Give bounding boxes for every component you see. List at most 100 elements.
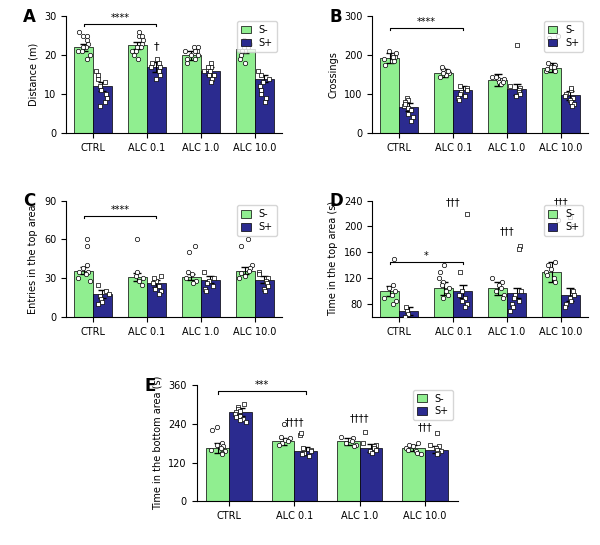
Point bbox=[433, 450, 442, 459]
Bar bbox=[453, 90, 472, 133]
Point bbox=[514, 86, 524, 94]
Point bbox=[83, 235, 92, 244]
Point bbox=[186, 51, 196, 59]
Y-axis label: Distance (m): Distance (m) bbox=[28, 43, 38, 106]
Point bbox=[190, 54, 200, 63]
Bar bbox=[128, 45, 147, 133]
Point bbox=[389, 57, 398, 65]
Point bbox=[192, 47, 202, 56]
Point bbox=[156, 271, 166, 280]
Point bbox=[243, 235, 253, 244]
Point bbox=[274, 440, 283, 449]
Point bbox=[283, 437, 293, 446]
Text: ****: **** bbox=[110, 205, 130, 215]
Text: †††: ††† bbox=[446, 197, 460, 207]
Point bbox=[384, 283, 394, 292]
Bar bbox=[434, 288, 453, 356]
Point bbox=[438, 293, 448, 302]
Point bbox=[154, 66, 164, 75]
Point bbox=[404, 104, 413, 112]
Text: †††: ††† bbox=[500, 226, 514, 236]
Point bbox=[202, 287, 211, 295]
Bar bbox=[147, 283, 166, 317]
Point bbox=[550, 277, 560, 286]
Point bbox=[438, 64, 448, 73]
Point bbox=[568, 287, 578, 295]
Point bbox=[134, 32, 144, 40]
Point bbox=[100, 78, 110, 87]
Point bbox=[388, 300, 398, 308]
Point bbox=[434, 449, 443, 457]
Point bbox=[358, 439, 368, 447]
Point bbox=[458, 287, 467, 295]
Point bbox=[207, 74, 217, 83]
Bar bbox=[236, 50, 255, 133]
Point bbox=[416, 450, 426, 459]
Point bbox=[400, 98, 409, 106]
Point bbox=[277, 439, 287, 447]
Point bbox=[498, 293, 508, 302]
Point bbox=[94, 70, 103, 79]
Point bbox=[544, 33, 554, 42]
Point bbox=[235, 411, 245, 420]
Point bbox=[371, 445, 380, 454]
Point bbox=[221, 447, 230, 456]
Point bbox=[216, 444, 226, 452]
Point bbox=[509, 293, 518, 302]
Point bbox=[434, 442, 444, 451]
Point bbox=[553, 216, 563, 225]
Point bbox=[425, 440, 435, 449]
Point bbox=[542, 64, 552, 73]
Point bbox=[347, 437, 357, 446]
Point bbox=[137, 32, 146, 40]
Point bbox=[380, 293, 389, 302]
Point bbox=[83, 268, 93, 276]
Point bbox=[389, 281, 398, 289]
Point bbox=[193, 51, 202, 59]
Point bbox=[566, 86, 576, 94]
Text: B: B bbox=[329, 8, 342, 26]
Point bbox=[263, 282, 272, 290]
Point bbox=[560, 303, 570, 312]
Point bbox=[369, 442, 379, 451]
Point bbox=[496, 80, 506, 89]
Point bbox=[441, 70, 451, 79]
Text: †††: ††† bbox=[554, 197, 568, 207]
Point bbox=[296, 429, 306, 438]
Point bbox=[85, 276, 95, 285]
Point bbox=[307, 445, 316, 454]
Point bbox=[232, 413, 241, 421]
Point bbox=[549, 274, 559, 283]
Point bbox=[131, 47, 140, 56]
Point bbox=[507, 300, 517, 308]
Point bbox=[434, 274, 443, 283]
Point bbox=[399, 101, 409, 110]
Point bbox=[96, 86, 106, 94]
Point bbox=[568, 94, 577, 102]
Point bbox=[443, 66, 453, 75]
Point bbox=[95, 101, 105, 110]
Bar bbox=[128, 277, 147, 317]
Point bbox=[505, 82, 515, 90]
Point bbox=[239, 43, 248, 52]
Point bbox=[138, 35, 148, 44]
Point bbox=[406, 105, 416, 114]
Bar bbox=[507, 89, 526, 133]
Bar bbox=[380, 291, 399, 356]
Point bbox=[148, 279, 158, 288]
Y-axis label: Time in the top area (s): Time in the top area (s) bbox=[329, 201, 338, 317]
Point bbox=[408, 113, 418, 122]
Point bbox=[73, 47, 83, 56]
Point bbox=[453, 94, 463, 102]
Bar bbox=[399, 107, 418, 133]
Point bbox=[568, 222, 577, 231]
Bar bbox=[229, 413, 252, 501]
Point bbox=[403, 310, 413, 318]
Text: C: C bbox=[23, 192, 35, 210]
Point bbox=[337, 432, 346, 441]
Point bbox=[82, 241, 92, 250]
Point bbox=[91, 66, 101, 75]
Point bbox=[565, 213, 575, 221]
Point bbox=[82, 35, 92, 44]
Point bbox=[371, 440, 380, 449]
